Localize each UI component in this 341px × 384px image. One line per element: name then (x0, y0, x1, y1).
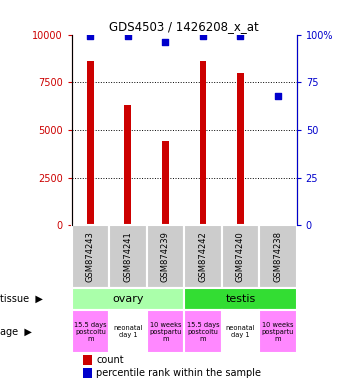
FancyBboxPatch shape (147, 225, 184, 288)
Text: tissue  ▶: tissue ▶ (0, 294, 43, 304)
FancyBboxPatch shape (259, 310, 297, 353)
FancyBboxPatch shape (109, 310, 147, 353)
FancyBboxPatch shape (184, 310, 222, 353)
Text: GSM874243: GSM874243 (86, 231, 95, 282)
Point (238, 33, 243, 40)
Text: 15.5 days
postcoitu
m: 15.5 days postcoitu m (74, 322, 107, 342)
Text: 10 weeks
postpartu
m: 10 weeks postpartu m (149, 322, 181, 342)
Text: testis: testis (225, 294, 255, 304)
FancyBboxPatch shape (147, 310, 184, 353)
Text: GSM874240: GSM874240 (236, 231, 245, 282)
FancyBboxPatch shape (72, 288, 184, 310)
Text: GSM874241: GSM874241 (123, 231, 132, 282)
Bar (275, 224, 281, 225)
FancyBboxPatch shape (222, 310, 259, 353)
FancyBboxPatch shape (184, 288, 297, 310)
Text: GSM874242: GSM874242 (198, 231, 207, 282)
Point (125, 33, 131, 40)
Text: GSM874239: GSM874239 (161, 231, 170, 282)
Bar (237, 73, 244, 225)
FancyBboxPatch shape (72, 310, 109, 353)
Bar (87, 61, 94, 225)
Bar (124, 105, 131, 225)
Point (88, 33, 93, 40)
Text: 15.5 days
postcoitu
m: 15.5 days postcoitu m (187, 322, 219, 342)
Text: ovary: ovary (112, 294, 144, 304)
Bar (83, 355, 92, 366)
Text: GSM874238: GSM874238 (273, 231, 282, 282)
Text: age  ▶: age ▶ (0, 327, 32, 337)
FancyBboxPatch shape (222, 225, 259, 288)
Point (163, 39, 168, 45)
FancyBboxPatch shape (184, 225, 222, 288)
Text: neonatal
day 1: neonatal day 1 (226, 325, 255, 338)
Bar (162, 141, 169, 225)
Bar (199, 61, 206, 225)
FancyBboxPatch shape (259, 225, 297, 288)
Bar (83, 368, 92, 378)
Title: GDS4503 / 1426208_x_at: GDS4503 / 1426208_x_at (109, 20, 259, 33)
FancyBboxPatch shape (72, 225, 109, 288)
Text: count: count (97, 355, 124, 365)
Point (200, 33, 206, 40)
Text: percentile rank within the sample: percentile rank within the sample (97, 368, 261, 378)
Point (275, 93, 281, 99)
Text: 10 weeks
postpartu
m: 10 weeks postpartu m (262, 322, 294, 342)
Text: neonatal
day 1: neonatal day 1 (113, 325, 143, 338)
FancyBboxPatch shape (109, 225, 147, 288)
